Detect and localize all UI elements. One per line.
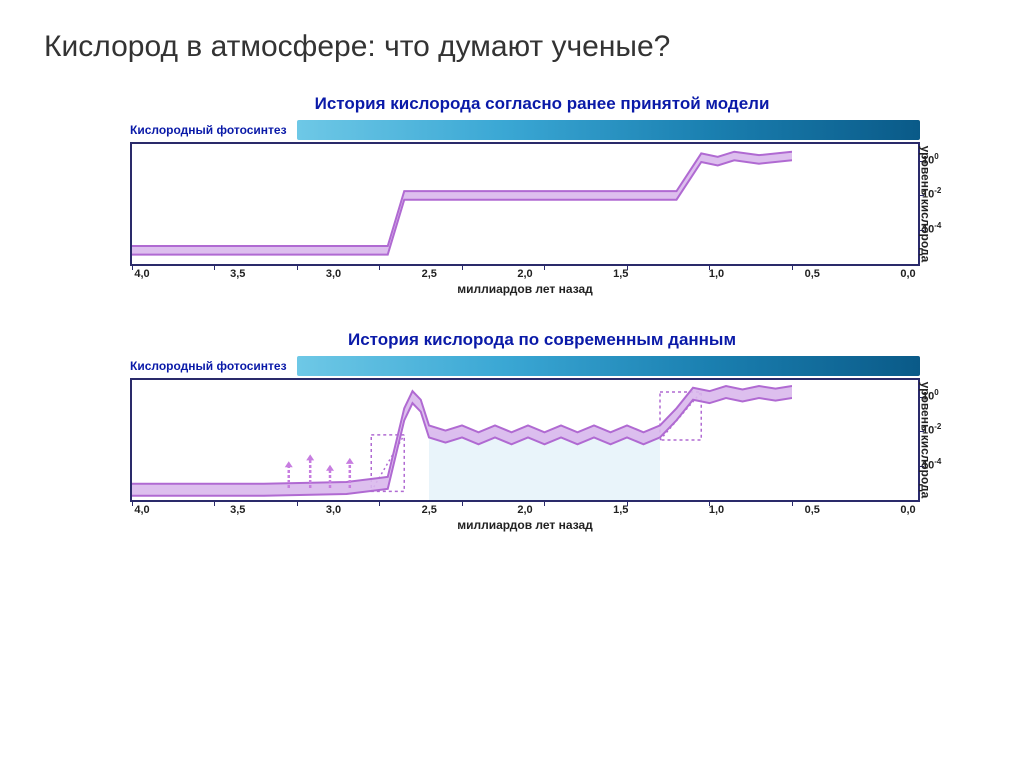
y-tick: 10-4 <box>922 221 941 236</box>
x-tick: 2,0 <box>513 268 537 280</box>
x-label-b: миллиардов лет назад <box>130 518 920 532</box>
bar-b-label: Кислородный фотосинтез <box>130 356 297 376</box>
bar-a-label: Кислородный фотосинтез <box>130 120 297 140</box>
chart-a-title: История кислорода согласно ранее принято… <box>130 94 954 114</box>
page-title: Кислород в атмосфере: что думают ученые? <box>44 30 984 64</box>
x-tick: 0,5 <box>800 504 824 516</box>
x-tick: 3,5 <box>226 268 250 280</box>
y-axis-b: уровень кислорода 10010-210-4 <box>920 378 954 502</box>
y-tick: 10-2 <box>922 186 941 201</box>
y-tick: 100 <box>922 152 939 167</box>
x-axis-b: 4,03,53,02,52,01,51,00,50,0 <box>130 504 920 516</box>
y-tick: 100 <box>922 388 939 403</box>
x-tick: 0,0 <box>896 268 920 280</box>
y-axis-a: уровень кислорода 10010-210-4 <box>920 142 954 266</box>
y-tick: 10-2 <box>922 422 941 437</box>
x-axis-a: 4,03,53,02,52,01,51,00,50,0 <box>130 268 920 280</box>
x-tick: 2,5 <box>417 504 441 516</box>
photosynthesis-bar-b <box>297 356 920 376</box>
x-tick: 2,5 <box>417 268 441 280</box>
x-tick: 4,0 <box>130 268 154 280</box>
chart-block-b: История кислорода по современным данным … <box>130 330 954 532</box>
plot-area-b <box>130 378 920 502</box>
x-tick: 4,0 <box>130 504 154 516</box>
x-tick: 0,0 <box>896 504 920 516</box>
chart-block-a: История кислорода согласно ранее принято… <box>130 94 954 296</box>
photosynthesis-bar-a <box>297 120 920 140</box>
x-tick: 3,5 <box>226 504 250 516</box>
x-tick: 0,5 <box>800 268 824 280</box>
x-tick: 3,0 <box>322 268 346 280</box>
x-tick: 3,0 <box>322 504 346 516</box>
plot-area-a <box>130 142 920 266</box>
y-tick: 10-4 <box>922 457 941 472</box>
x-label-a: миллиардов лет назад <box>130 282 920 296</box>
chart-b-title: История кислорода по современным данным <box>130 330 954 350</box>
x-tick: 1,5 <box>609 268 633 280</box>
x-tick: 1,5 <box>609 504 633 516</box>
x-tick: 2,0 <box>513 504 537 516</box>
